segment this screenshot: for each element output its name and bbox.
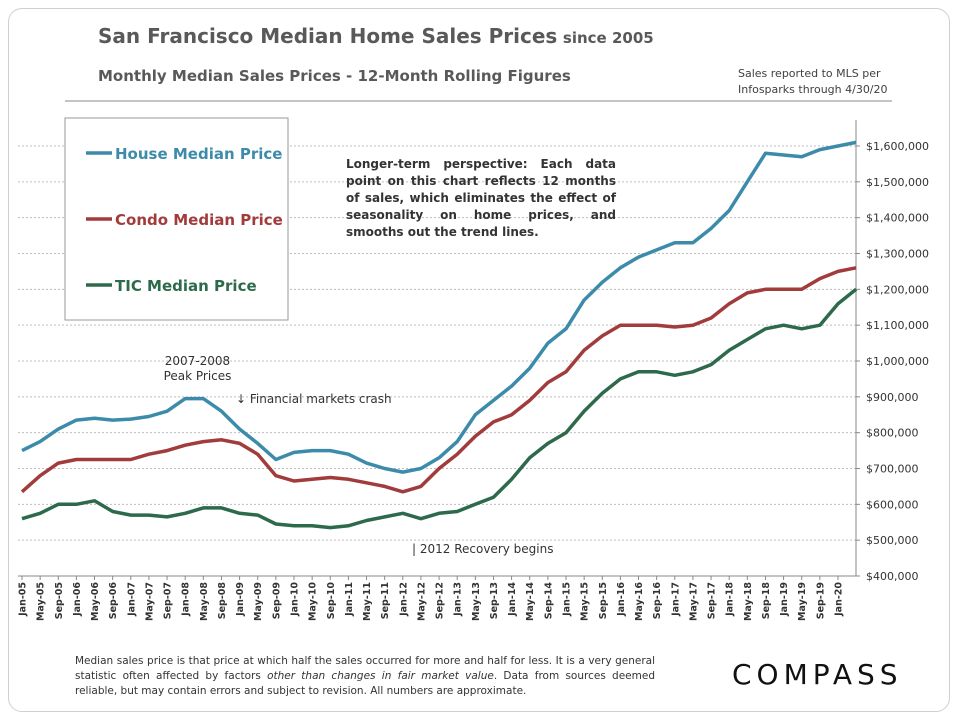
footer-text: other than changes in fair market value (267, 670, 494, 682)
series-line (21, 287, 858, 530)
y-tick-label: $1,400,000 (866, 212, 929, 225)
x-tick-label: May-18 (743, 582, 754, 621)
x-tick-label: May-09 (253, 582, 264, 621)
x-tick-label: Sep-06 (108, 582, 119, 620)
footer-text: Median sales price is that price at whic… (75, 655, 655, 682)
y-tick-label: $900,000 (866, 391, 919, 404)
source-line: Sales reported to MLS per (738, 67, 881, 80)
x-tick-label: May-13 (471, 582, 482, 621)
x-tick-label: Jan-10 (290, 582, 301, 617)
x-tick-label: Jan-09 (235, 582, 246, 617)
source-line: Infosparks through 4/30/20 (738, 83, 888, 96)
x-tick-label: Jan-20 (834, 582, 845, 617)
peak-annotation: 2007-2008 Peak Prices (150, 354, 245, 384)
x-tick-label: May-17 (688, 582, 699, 621)
title-block: San Francisco Median Home Sales Prices s… (98, 24, 654, 48)
footer: Median sales price is that price at whic… (75, 654, 655, 699)
x-tick-label: Jan-13 (453, 582, 464, 617)
x-tick-label: Jan-11 (344, 582, 355, 617)
x-tick-label: May-07 (144, 582, 155, 621)
subtitle: Monthly Median Sales Prices - 12-Month R… (98, 67, 571, 85)
x-tick-label: May-14 (525, 582, 536, 621)
x-tick-label: Sep-07 (163, 582, 174, 619)
x-tick-label: Sep-17 (707, 582, 718, 619)
x-tick-label: May-19 (797, 582, 808, 621)
x-tick-label: Jan-19 (779, 582, 790, 617)
x-tick-label: May-12 (416, 582, 427, 621)
x-tick-label: Sep-05 (54, 582, 65, 619)
x-tick-label: Jan-06 (72, 582, 83, 617)
y-tick-label: $800,000 (866, 427, 919, 440)
series-line (21, 140, 857, 474)
x-tick-label: Jan-12 (398, 582, 409, 617)
brand: COMPASS (732, 658, 903, 691)
y-tick-label: $600,000 (866, 498, 919, 511)
x-tick-label: Jan-18 (725, 582, 736, 617)
x-tick-label: Sep-18 (761, 582, 772, 620)
source-note: Sales reported to MLS per Infosparks thr… (738, 66, 888, 98)
y-tick-label: $1,500,000 (866, 176, 929, 189)
footer-text: . Data from sources deemed reliable, but… (75, 670, 655, 697)
x-tick-label: May-16 (634, 582, 645, 621)
frame (8, 8, 950, 712)
x-tick-label: May-06 (90, 582, 101, 621)
series-line (20, 266, 857, 494)
y-tick-label: $1,300,000 (866, 248, 929, 261)
x-tick-label: Sep-19 (815, 582, 826, 619)
x-tick-label: Sep-13 (489, 582, 500, 619)
note-box: Longer-term perspective: Each data point… (346, 157, 616, 239)
annotation: ↓ Financial markets crash (236, 392, 392, 406)
x-tick-label: Jan-14 (507, 582, 518, 617)
x-tick-label: Jan-08 (181, 582, 192, 617)
x-tick-label: Sep-12 (435, 582, 446, 619)
x-tick-label: Jan-17 (670, 582, 681, 617)
x-tick-label: Jan-07 (126, 582, 137, 617)
title-suffix: since 2005 (562, 29, 654, 47)
x-tick-label: Jan-15 (562, 582, 573, 617)
x-tick-label: May-05 (36, 582, 47, 621)
x-tick-label: Sep-11 (380, 582, 391, 619)
x-tick-label: Sep-10 (326, 582, 337, 620)
x-tick-label: May-15 (580, 582, 591, 621)
x-tick-label: Sep-15 (598, 582, 609, 619)
x-tick-label: Jan-05 (18, 582, 29, 617)
annotation: Peak Prices (163, 369, 232, 383)
x-tick-label: Sep-14 (543, 582, 554, 620)
legend-label: House Median Price (115, 145, 282, 163)
x-tick-label: Sep-09 (271, 582, 282, 619)
y-tick-label: $1,000,000 (866, 355, 929, 368)
annotation: 2007-2008 (164, 354, 231, 368)
x-tick-label: Sep-16 (652, 582, 663, 620)
y-tick-label: $400,000 (866, 570, 919, 583)
x-tick-label: Jan-16 (616, 582, 627, 617)
x-tick-label: Sep-08 (217, 582, 228, 620)
y-tick-label: $1,100,000 (866, 319, 929, 332)
chart-title: San Francisco Median Home Sales Prices (98, 24, 558, 48)
y-tick-label: $1,600,000 (866, 140, 929, 153)
y-tick-label: $1,200,000 (866, 283, 929, 296)
y-tick-label: $500,000 (866, 534, 919, 547)
x-tick-label: May-10 (308, 582, 319, 621)
legend-label: Condo Median Price (115, 211, 283, 229)
x-tick-label: May-08 (199, 582, 210, 621)
annotation: | 2012 Recovery begins (412, 542, 554, 556)
legend-label: TIC Median Price (115, 277, 257, 295)
x-tick-label: May-11 (362, 582, 373, 621)
y-tick-label: $700,000 (866, 463, 919, 476)
